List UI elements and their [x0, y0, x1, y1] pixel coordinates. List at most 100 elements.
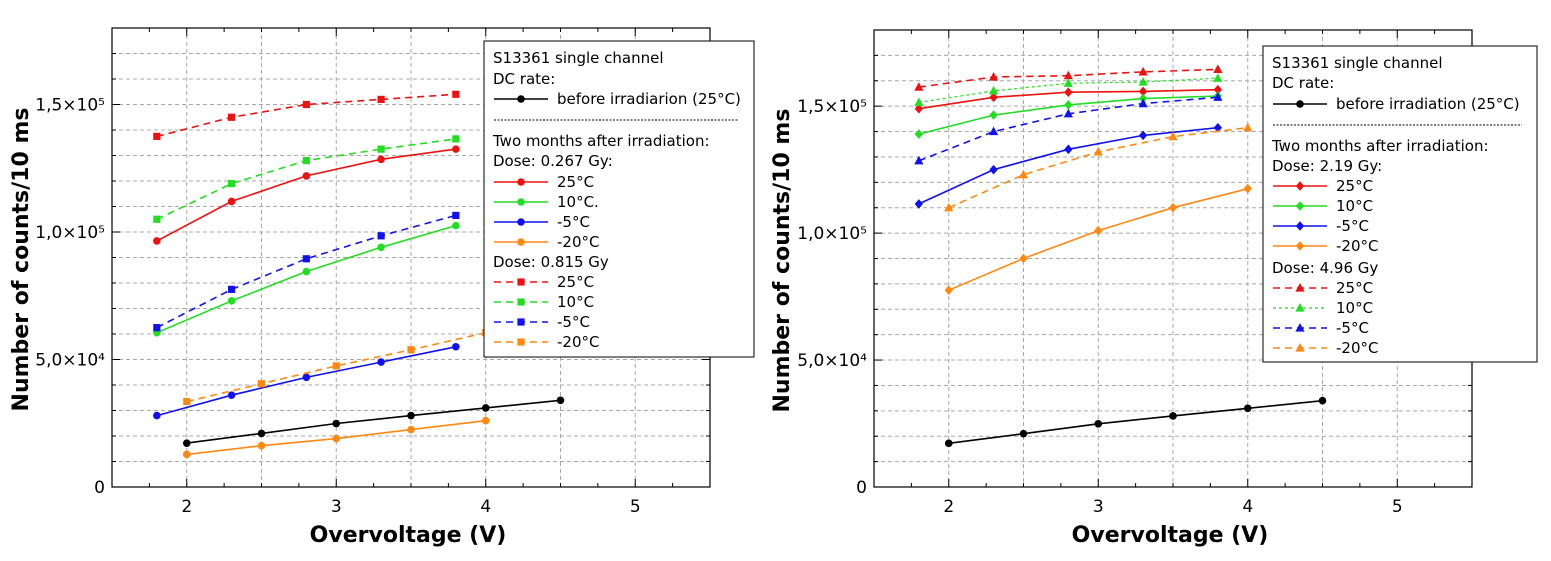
legend-label: 25°C — [557, 173, 594, 191]
data-point — [1063, 108, 1073, 118]
legend-text: Dose: 0.267 Gy: — [493, 152, 613, 170]
data-point — [944, 285, 953, 296]
legend-label: -20°C — [557, 233, 599, 251]
data-point — [1243, 122, 1253, 132]
data-point — [377, 232, 385, 240]
data-point — [989, 110, 998, 120]
legend-label: -5°C — [1336, 217, 1369, 235]
data-point — [1019, 253, 1028, 264]
series-0 — [944, 396, 1327, 448]
series-5 — [153, 90, 460, 140]
series-1 — [153, 145, 460, 245]
x-tick-label: 2 — [943, 497, 954, 517]
legend-swatch-marker — [517, 198, 525, 206]
data-point — [452, 342, 460, 351]
legend-swatch-marker — [517, 278, 525, 286]
data-point — [153, 324, 161, 332]
data-point — [302, 373, 311, 382]
data-point — [377, 155, 385, 164]
y-tick-label: 1,0×10⁵ — [797, 224, 867, 244]
legend-swatch-marker — [1295, 241, 1305, 251]
data-point — [1243, 404, 1252, 413]
x-tick-label: 5 — [1392, 497, 1403, 517]
legend-swatch-marker — [517, 238, 525, 246]
data-point — [914, 199, 924, 209]
legend-label: -20°C — [557, 333, 599, 351]
legend-text: DC rate: — [1272, 74, 1334, 92]
series-4 — [182, 416, 490, 459]
legend-swatch-marker — [1295, 221, 1305, 231]
data-point — [182, 439, 191, 447]
x-tick-label: 2 — [181, 497, 192, 517]
legend-label: 25°C — [1336, 177, 1373, 195]
data-point — [1138, 77, 1148, 86]
data-point — [1138, 98, 1148, 108]
legend-label: 10°C — [1336, 197, 1373, 215]
legend-swatch-marker — [517, 338, 525, 346]
legend-box — [483, 40, 755, 358]
data-point — [1138, 93, 1148, 104]
y-tick-label: 1,0×10⁵ — [35, 223, 105, 243]
x-axis-title: Overvoltage (V) — [1072, 523, 1269, 548]
data-point — [377, 358, 385, 366]
data-point — [153, 132, 161, 140]
data-point — [257, 380, 266, 388]
data-point — [1138, 130, 1148, 141]
data-point — [452, 221, 460, 230]
data-point — [452, 145, 460, 153]
data-point — [1019, 429, 1028, 438]
x-tick-label: 4 — [1242, 497, 1253, 517]
series-7 — [914, 92, 1223, 165]
legend-label: 10°C. — [557, 193, 599, 211]
legend-label: before irradiarion (25°C) — [557, 90, 741, 108]
series-line — [186, 399, 561, 444]
legend: S13361 single channel DC rate:before irra… — [483, 40, 755, 358]
legend-swatch-marker — [1295, 181, 1305, 191]
data-point — [914, 97, 924, 106]
data-point — [1213, 73, 1223, 82]
legend-text: S13361 single channel — [493, 49, 664, 67]
series-line — [156, 214, 457, 329]
legend-text: Dose: 2.19 Gy: — [1272, 157, 1382, 175]
series-line — [186, 331, 486, 403]
series-4 — [944, 183, 1252, 296]
data-point — [914, 155, 924, 165]
data-point — [989, 164, 998, 175]
data-point — [1213, 92, 1223, 101]
legend-swatch-marker — [1295, 303, 1305, 312]
data-point — [1169, 412, 1177, 420]
data-point — [407, 425, 415, 434]
left-chart: 2 3 4 5 0 5,0×10⁴ 1,0×10⁵ 1,5×10⁵ Overvoltage (V… — [9, 27, 755, 548]
data-point — [1138, 66, 1148, 76]
legend-swatch-marker — [517, 178, 525, 186]
series-7 — [153, 211, 460, 332]
series-2 — [153, 221, 460, 337]
y-tick-label: 0 — [856, 478, 867, 498]
data-point — [989, 71, 999, 81]
data-point — [1213, 84, 1223, 95]
data-point — [1168, 131, 1178, 141]
data-point — [153, 411, 161, 420]
data-point — [407, 346, 415, 354]
data-point — [302, 157, 310, 165]
data-point — [228, 113, 236, 121]
data-point — [1063, 78, 1073, 87]
legend-swatch-marker — [1295, 283, 1305, 292]
y-tick-label: 0 — [94, 478, 105, 498]
legend-swatch-marker — [517, 95, 525, 103]
data-point — [227, 197, 236, 206]
legend-label: before irradiation (25°C) — [1336, 95, 1520, 113]
data-point — [452, 211, 460, 220]
data-point — [332, 362, 340, 370]
series-1 — [914, 84, 1223, 114]
data-point — [302, 172, 311, 180]
legend-text: Dose: 4.96 Gy — [1272, 259, 1378, 277]
data-point — [302, 255, 310, 263]
data-point — [1018, 169, 1029, 179]
data-point — [257, 441, 266, 450]
data-point — [1064, 144, 1073, 155]
legend-label: -5°C — [557, 313, 590, 331]
y-tick-label: 1,5×10⁵ — [35, 96, 105, 116]
data-point — [377, 243, 385, 252]
